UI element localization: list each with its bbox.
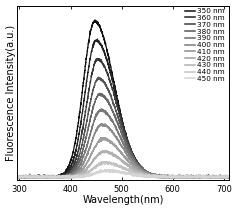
- Legend: 350 nm, 360 nm, 370 nm, 380 nm, 390 nm, 400 nm, 410 nm, 420 nm, 430 nm, 440 nm, : 350 nm, 360 nm, 370 nm, 380 nm, 390 nm, …: [185, 7, 225, 83]
- X-axis label: Wavelength(nm): Wavelength(nm): [82, 195, 164, 206]
- Y-axis label: Fluorescence Intensity(a.u.): Fluorescence Intensity(a.u.): [5, 25, 15, 161]
